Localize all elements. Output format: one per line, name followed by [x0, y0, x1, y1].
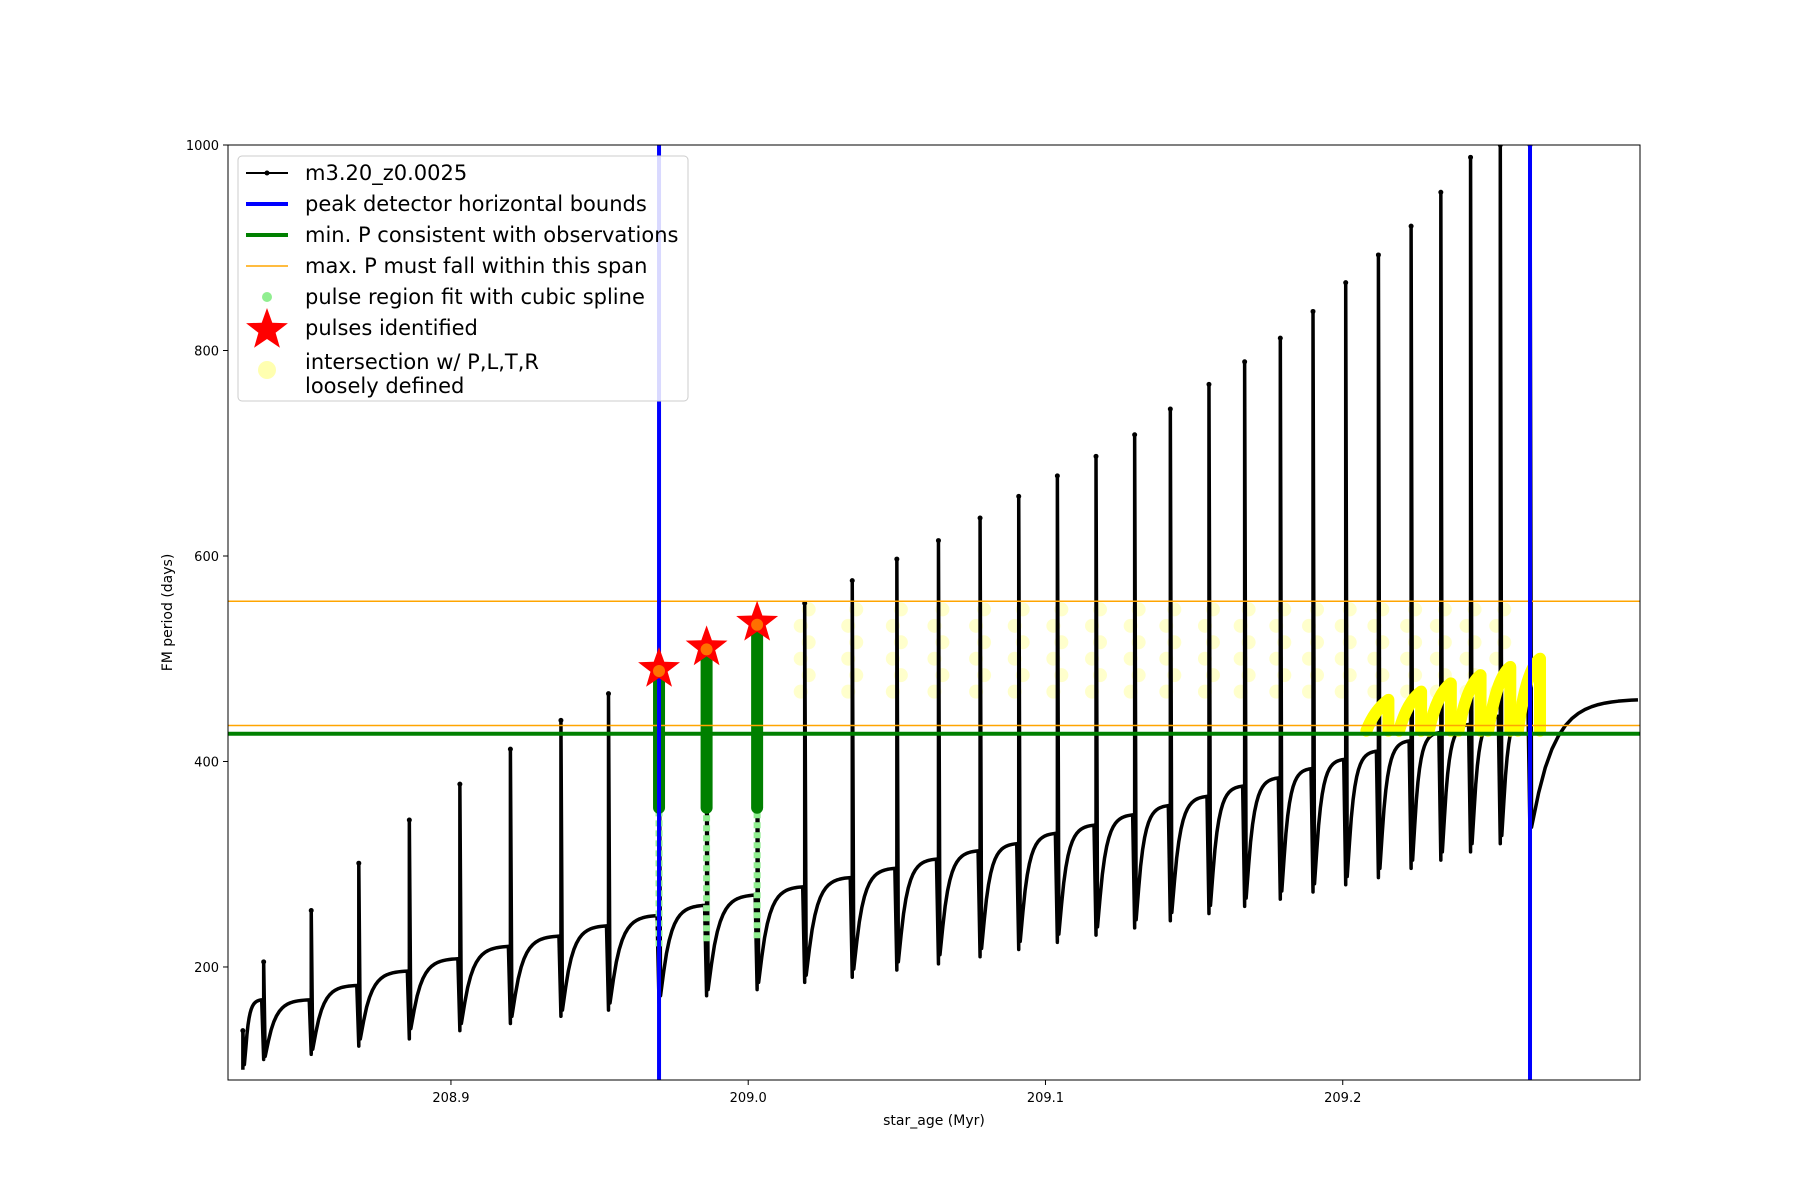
- legend-entry-maxp: max. P must fall within this span: [246, 254, 647, 278]
- y-tick-label: 400: [194, 755, 219, 770]
- legend-entry-pulses: pulses identified: [246, 308, 478, 348]
- legend-label: pulses identified: [305, 316, 478, 340]
- intersection-hook: [1360, 693, 1395, 737]
- model-series-point: [240, 1028, 246, 1034]
- legend-box: [237, 155, 689, 402]
- legend-label: min. P consistent with observations: [305, 223, 678, 247]
- x-tick-label: 208.9: [432, 1091, 469, 1106]
- model-series-point: [849, 578, 855, 584]
- model-series-point: [1343, 280, 1349, 286]
- model-series-point: [1242, 359, 1248, 365]
- legend-handle-dot: [262, 292, 272, 302]
- x-tick-label: 209.0: [730, 1091, 767, 1106]
- legend-entry-spline: pulse region fit with cubic spline: [262, 285, 645, 309]
- legend-entry-model: m3.20_z0.0025: [246, 161, 467, 186]
- model-series-point: [1497, 145, 1503, 148]
- legend-label: m3.20_z0.0025: [305, 161, 467, 186]
- x-tick-label: 209.1: [1027, 1091, 1064, 1106]
- intersection-hook: [1482, 660, 1517, 737]
- intersection-tight-group: [1360, 652, 1547, 737]
- intersection-hook: [1422, 677, 1457, 737]
- model-series-point: [977, 515, 983, 521]
- model-series-point: [308, 907, 314, 913]
- model-series-point: [1167, 406, 1173, 412]
- model-series-point: [1438, 189, 1444, 195]
- pulse-star-center: [700, 643, 713, 656]
- model-series-point: [1277, 335, 1283, 341]
- legend-label: peak detector horizontal bounds: [305, 192, 647, 216]
- model-series-point: [894, 556, 900, 562]
- legend-handle-dot: [258, 361, 276, 379]
- model-series-point: [1310, 308, 1316, 314]
- y-tick-label: 1000: [186, 139, 219, 154]
- axes-frame: [227, 144, 1641, 1081]
- model-series-point: [935, 538, 941, 544]
- legend-label: loosely defined: [305, 374, 464, 398]
- model-series-line: [241, 145, 1639, 1070]
- y-tick-label: 200: [194, 961, 219, 976]
- model-series-point: [406, 817, 412, 823]
- x-tick-label: 209.2: [1324, 1091, 1361, 1106]
- model-series-point: [1132, 432, 1138, 438]
- legend-entry-bounds: peak detector horizontal bounds: [246, 192, 647, 216]
- pulse-identified: [638, 647, 680, 687]
- model-series-point: [1093, 453, 1099, 459]
- pulse-identified: [685, 625, 728, 666]
- pulse-identified: [736, 600, 779, 641]
- pulse-star-center: [653, 665, 666, 678]
- model-series-point: [605, 691, 611, 697]
- model-series-point: [802, 600, 808, 606]
- model-series-point: [1016, 493, 1022, 499]
- y-axis-label: FM period (days): [160, 554, 176, 672]
- legend-label: pulse region fit with cubic spline: [305, 285, 645, 309]
- model-series-point: [1375, 252, 1381, 258]
- y-tick-label: 800: [194, 344, 219, 359]
- legend-entry-minp: min. P consistent with observations: [246, 223, 678, 247]
- legend-handle-marker: [264, 170, 270, 176]
- intersection-hook: [1452, 669, 1487, 737]
- legend-handle-star: [246, 308, 288, 348]
- y-tick-label: 600: [194, 550, 219, 565]
- model-series-point: [1206, 381, 1212, 387]
- model-series-point: [1468, 154, 1474, 160]
- y-axis-ticks: 200 400 600 800 1000: [186, 139, 228, 976]
- model-series-point: [507, 746, 513, 752]
- x-axis-ticks: 208.9 209.0 209.1 209.2: [432, 1080, 1361, 1106]
- legend-label: max. P must fall within this span: [305, 254, 647, 278]
- x-axis-label: star_age (Myr): [883, 1113, 985, 1129]
- legend-label: intersection w/ P,L,T,R: [305, 350, 539, 374]
- model-series-point: [457, 781, 463, 787]
- pulse-star-center: [751, 618, 764, 631]
- model-series-point: [356, 860, 362, 866]
- model-series-point: [261, 959, 267, 965]
- model-series-point: [1054, 473, 1060, 479]
- model-series-point: [558, 717, 564, 723]
- model-series-point: [1408, 223, 1414, 229]
